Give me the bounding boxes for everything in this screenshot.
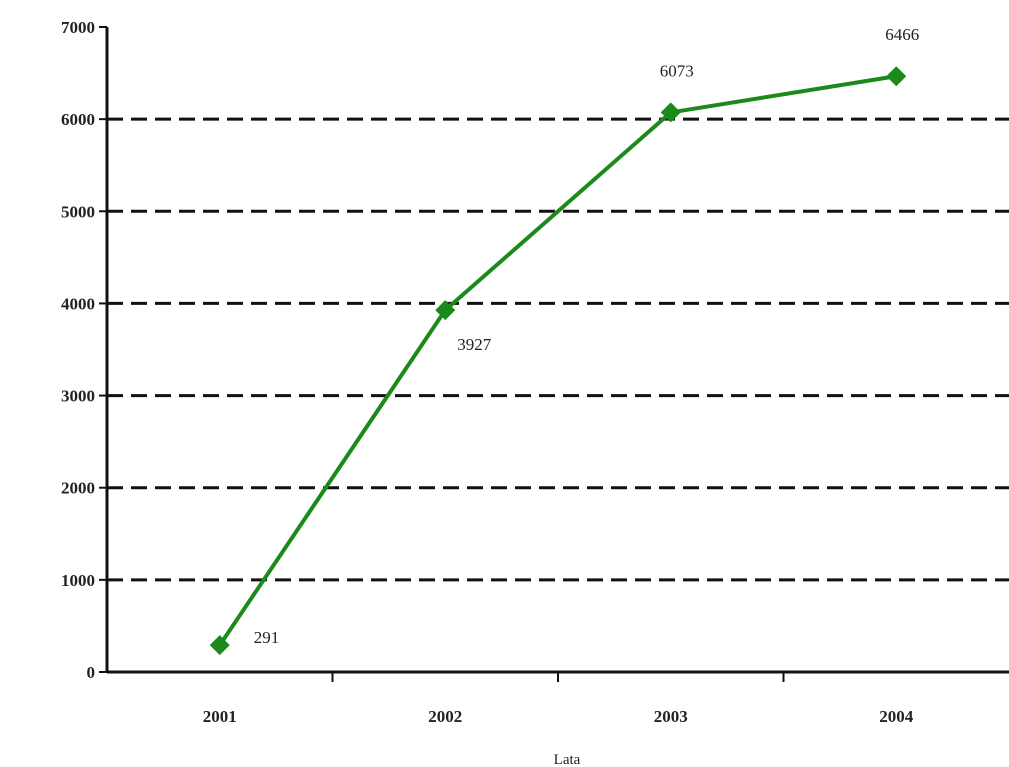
data-point-2002 — [435, 300, 456, 321]
series — [209, 66, 907, 656]
data-point-2004 — [886, 66, 907, 87]
tick-labels: 0 1000 2000 3000 4000 5000 6000 7000 2001 2002 200… — [61, 18, 914, 726]
data-label-2001: 291 — [254, 628, 280, 647]
y-tick-label-1000: 1000 — [61, 571, 95, 590]
x-tick-label-2001: 2001 — [203, 707, 237, 726]
data-label-2004: 6466 — [885, 25, 919, 44]
x-tick-label-2004: 2004 — [879, 707, 914, 726]
data-label-2003: 6073 — [660, 61, 694, 80]
data-label-2002: 3927 — [457, 335, 492, 354]
data-point-2001 — [209, 635, 230, 656]
y-tick-label-5000: 5000 — [61, 202, 95, 221]
axes — [99, 26, 1009, 682]
x-tick-label-2002: 2002 — [428, 707, 462, 726]
y-tick-label-0: 0 — [87, 663, 96, 682]
y-tick-label-7000: 7000 — [61, 18, 95, 37]
x-axis-title: Lata — [554, 752, 581, 767]
series-line-0 — [218, 74, 897, 647]
y-tick-label-4000: 4000 — [61, 294, 95, 313]
y-tick-label-2000: 2000 — [61, 479, 95, 498]
x-tick-label-2003: 2003 — [654, 707, 688, 726]
y-tick-label-3000: 3000 — [61, 387, 95, 406]
y-tick-label-6000: 6000 — [61, 110, 95, 129]
data-labels: 291 3927 6073 6466 — [254, 25, 920, 647]
gridlines — [107, 117, 1009, 582]
data-point-2003 — [660, 102, 681, 123]
